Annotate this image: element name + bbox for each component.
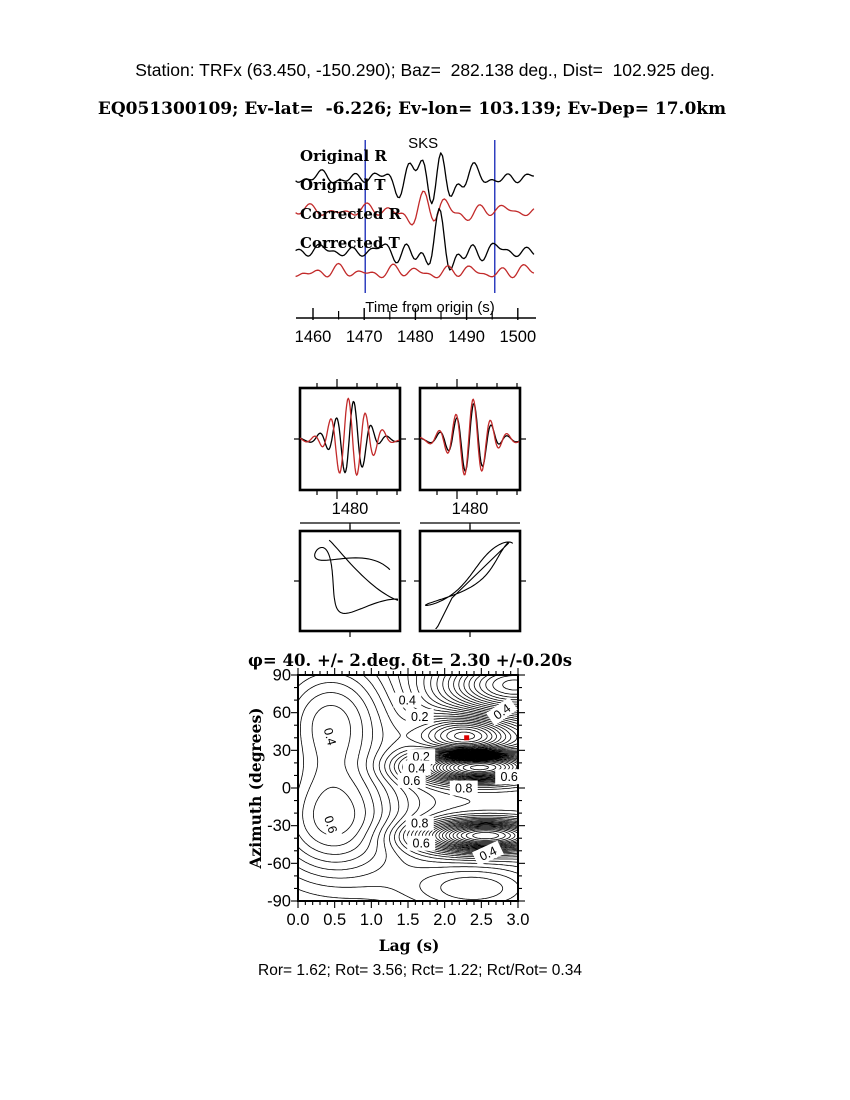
contour-title: φ= 40. +/- 2.deg. δt= 2.30 +/-0.20s <box>248 651 572 670</box>
contour-value-label: 0.4 <box>393 692 422 708</box>
event-title: EQ051300109; Ev-lat= -6.226; Ev-lon= 103… <box>97 99 727 119</box>
azimuth-tick-label: 60 <box>273 704 291 722</box>
window-corrected-panel: 1480 <box>414 379 526 529</box>
phase-label-sks: SKS <box>408 135 438 152</box>
window-time-label: 1480 <box>332 500 369 518</box>
particle-motion-corrected-panel <box>414 525 526 637</box>
trace-label: Original T <box>300 176 386 194</box>
azimuth-tick-label: -60 <box>267 855 291 873</box>
lag-tick-label: 3.0 <box>507 911 530 929</box>
contour-value: 0.4 <box>408 761 425 775</box>
azimuth-tick-label: -30 <box>267 817 291 835</box>
window-time-label: 1480 <box>452 500 489 518</box>
lag-axis-title: Lag (s) <box>379 936 440 955</box>
azimuth-axis-title: Azimuth (degrees) <box>246 707 265 869</box>
contour-value: 0.6 <box>413 837 430 851</box>
waveform-panel: Original R Original T Corrected R Corrected… <box>295 135 537 346</box>
contour-value-label: 0.4 <box>402 760 431 776</box>
lag-tick-label: 0.5 <box>323 911 346 929</box>
station-title: Station: TRFx (63.450, -150.290); Baz= 2… <box>135 60 715 80</box>
contour-value-label: 0.6 <box>319 808 343 841</box>
contour-value: 0.8 <box>455 782 472 796</box>
contour-value: 0.8 <box>411 817 428 831</box>
misfit-contour-panel: 0.0 0.5 1.0 1.5 2.0 2.5 3.0 90 60 30 0 -30 -60 -90 φ= … <box>246 651 572 955</box>
trace-label: Corrected T <box>300 234 401 252</box>
lag-tick-label: 0.0 <box>287 911 310 929</box>
contour-value-label: 0.6 <box>495 769 524 785</box>
x-axis-title: Time from origin (s) <box>365 299 494 316</box>
lag-tick-label: 1.5 <box>397 911 420 929</box>
x-tick-label: 1500 <box>499 328 536 346</box>
contour-value-label: 0.8 <box>449 780 478 796</box>
trace-label: Original R <box>300 147 387 165</box>
x-tick-label: 1480 <box>397 328 434 346</box>
lag-tick-label: 2.0 <box>433 911 456 929</box>
lag-tick-label: 1.0 <box>360 911 383 929</box>
contour-value-label: 0.2 <box>405 708 434 724</box>
energy-ratio-results: Ror= 1.62; Rot= 3.56; Rct= 1.22; Rct/Rot… <box>258 962 582 979</box>
contour-value-label: 0.8 <box>405 815 434 831</box>
contour-value-label: 0.6 <box>397 772 426 788</box>
contour-value-label: 0.6 <box>407 835 436 851</box>
azimuth-tick-label: 90 <box>273 667 291 685</box>
contour-value: 0.4 <box>477 844 499 864</box>
window-original-panel: 1480 <box>294 379 406 529</box>
contour-value-label: 0.4 <box>472 840 504 867</box>
contour-value: 0.6 <box>321 814 340 835</box>
x-tick-label: 1490 <box>448 328 485 346</box>
azimuth-tick-label: 0 <box>282 780 291 798</box>
contour-value: 0.4 <box>399 694 416 708</box>
contour-value: 0.2 <box>411 710 428 724</box>
best-fit-marker <box>464 735 470 741</box>
azimuth-tick-label: 30 <box>273 742 291 760</box>
trace-label: Corrected R <box>300 205 402 223</box>
particle-motion-original-panel <box>294 525 406 637</box>
contour-value: 0.4 <box>321 726 339 746</box>
x-tick-label: 1460 <box>295 328 332 346</box>
lag-tick-label: 2.5 <box>470 911 493 929</box>
azimuth-tick-label: -90 <box>267 893 291 911</box>
contour-value: 0.6 <box>403 774 420 788</box>
x-tick-label: 1470 <box>346 328 383 346</box>
contour-value-label: 0.4 <box>319 721 342 752</box>
contour-value: 0.6 <box>501 770 518 784</box>
contour-lines <box>298 675 518 901</box>
